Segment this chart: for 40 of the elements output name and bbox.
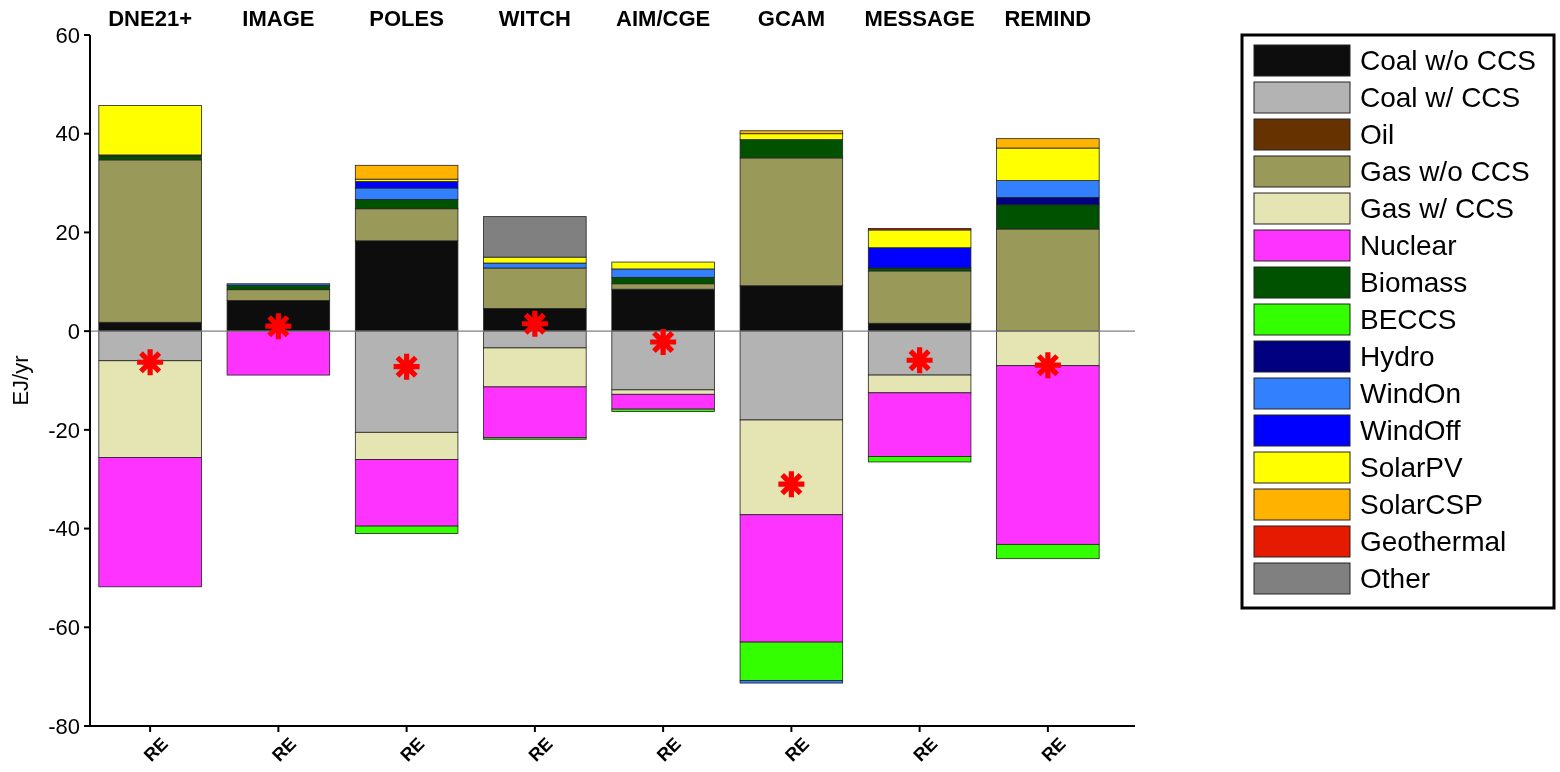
legend-label: Nuclear [1360, 230, 1457, 262]
x-tick-label: RE [1037, 733, 1070, 766]
x-tick-label: RE [396, 733, 429, 766]
y-tick-label: -40 [48, 516, 80, 542]
legend-label: Biomass [1360, 267, 1468, 299]
legend-label: Gas w/o CCS [1360, 156, 1530, 188]
x-tick-label: RE [781, 733, 814, 766]
legend-label: Other [1360, 563, 1431, 595]
text: WITCH [498, 6, 571, 31]
text: POLES [369, 6, 444, 31]
legend-label: WindOff [1360, 415, 1461, 447]
y-tick-label: 60 [55, 22, 80, 48]
y-tick-label: 0 [67, 318, 80, 344]
legend-label: BECCS [1360, 304, 1457, 336]
text: GCAM [757, 6, 825, 31]
text: AIM/CGE [616, 6, 711, 31]
y-tick-label: -20 [48, 417, 80, 443]
y-tick-label: 40 [55, 121, 80, 147]
x-tick-label: RE [268, 733, 301, 766]
legend-label: Oil [1360, 119, 1395, 151]
text: REMIND [1004, 6, 1092, 31]
x-tick-label: RE [524, 733, 557, 766]
y-tick-label: -80 [48, 713, 80, 739]
x-tick-label: RE [653, 733, 685, 766]
legend-label: Geothermal [1360, 526, 1507, 558]
x-tick-label: RE [140, 733, 172, 766]
y-tick-label: -60 [48, 614, 80, 640]
legend-label: Coal w/ CCS [1360, 82, 1521, 114]
x-tick-label: RE [909, 733, 942, 766]
legend-label: Coal w/o CCS [1360, 45, 1536, 77]
text: MESSAGE [864, 6, 975, 31]
legend-label: Hydro [1360, 341, 1435, 373]
legend-label: WindOn [1360, 378, 1462, 410]
legend-label: Gas w/ CCS [1360, 193, 1515, 225]
text: DNE21+ [108, 6, 193, 31]
y-axis-title: EJ/yr [8, 355, 33, 406]
y-tick-label: 20 [55, 220, 80, 246]
legend-label: SolarCSP [1360, 489, 1483, 521]
legend-label: SolarPV [1360, 452, 1464, 484]
text: IMAGE [242, 6, 315, 31]
